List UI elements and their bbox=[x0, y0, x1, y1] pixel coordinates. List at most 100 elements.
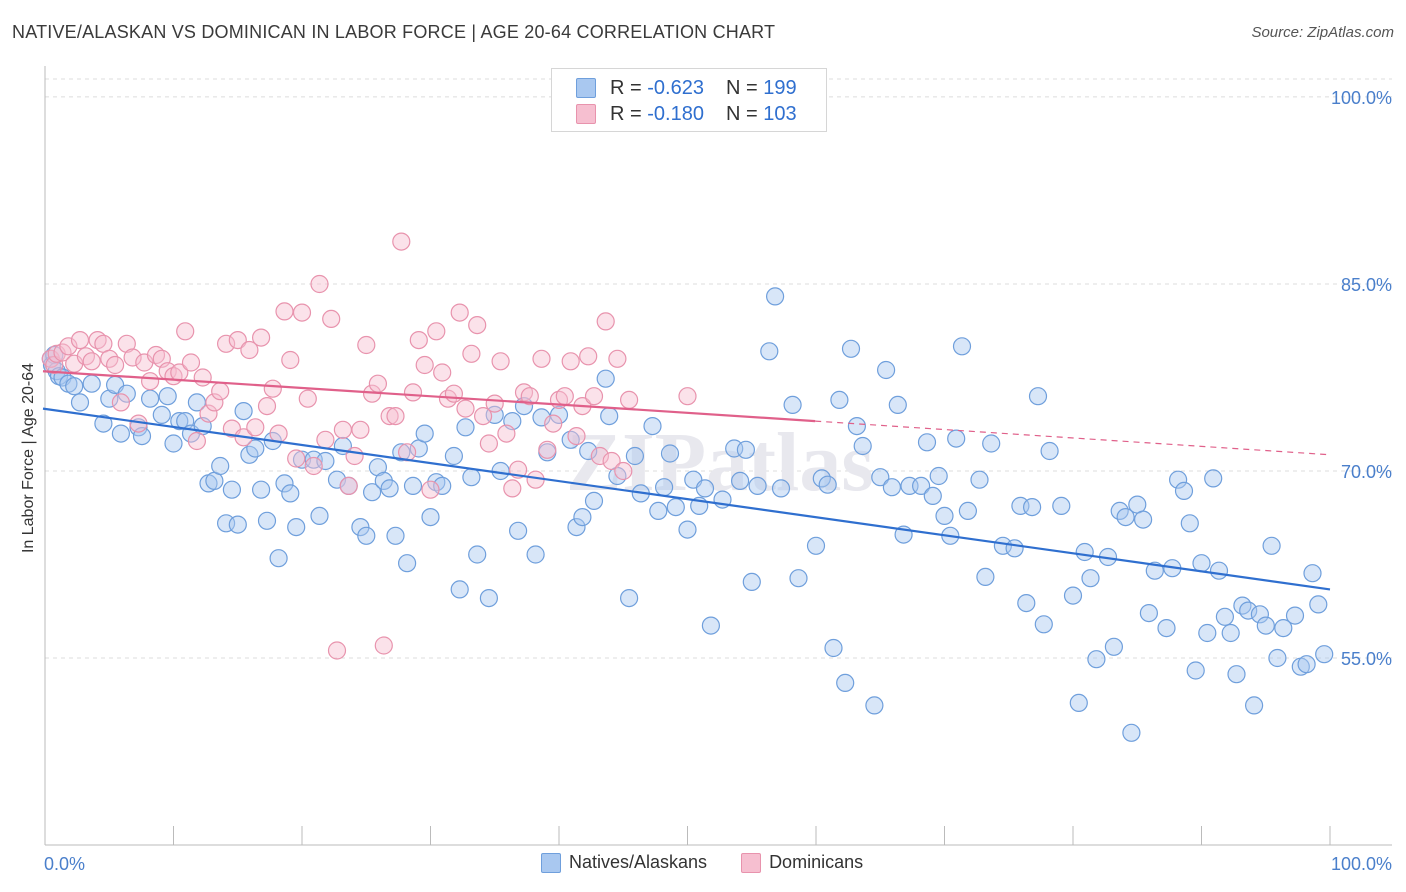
point-dominicans bbox=[322, 309, 341, 328]
trend-dominicans bbox=[42, 370, 816, 423]
point-natives bbox=[1204, 469, 1223, 488]
point-natives bbox=[970, 470, 989, 489]
point-dominicans bbox=[392, 232, 411, 251]
point-natives bbox=[1168, 470, 1188, 489]
point-natives bbox=[625, 446, 645, 466]
point-natives bbox=[1174, 481, 1194, 500]
point-dominicans bbox=[211, 382, 230, 401]
point-dominicans bbox=[181, 353, 201, 372]
point-natives bbox=[935, 506, 954, 526]
trend-lines bbox=[42, 370, 1331, 591]
point-natives bbox=[876, 360, 896, 380]
point-dominicans bbox=[468, 316, 487, 335]
point-natives bbox=[923, 486, 942, 505]
source-label: Source: ZipAtlas.com bbox=[1251, 24, 1394, 41]
point-dominicans bbox=[257, 397, 277, 416]
point-natives bbox=[386, 526, 405, 545]
point-dominicans bbox=[105, 355, 125, 375]
point-dominicans bbox=[485, 394, 504, 413]
point-natives bbox=[1239, 601, 1258, 620]
point-natives bbox=[1133, 510, 1153, 529]
point-dominicans bbox=[281, 350, 300, 370]
point-dominicans bbox=[240, 340, 259, 360]
point-dominicans bbox=[304, 456, 323, 476]
chart-title: NATIVE/ALASKAN VS DOMINICAN IN LABOR FOR… bbox=[12, 22, 776, 42]
point-natives bbox=[252, 480, 271, 499]
point-natives bbox=[1116, 507, 1135, 527]
legend-row-natives: R = -0.623 N = 199 bbox=[576, 76, 797, 100]
point-natives bbox=[847, 417, 867, 436]
point-dominicans bbox=[111, 393, 131, 412]
point-dominicans bbox=[462, 344, 481, 363]
legend-row-dominicans: R = -0.180 N = 103 bbox=[576, 102, 797, 126]
x-tick-label: 100.0% bbox=[1331, 854, 1392, 874]
point-natives bbox=[1244, 696, 1264, 715]
point-dominicans bbox=[339, 476, 358, 495]
point-dominicans bbox=[193, 368, 212, 387]
point-natives bbox=[567, 517, 586, 537]
point-dominicans bbox=[532, 349, 551, 368]
y-tick-label: 85.0% bbox=[1341, 275, 1392, 295]
point-natives bbox=[871, 468, 890, 487]
point-natives bbox=[1069, 693, 1088, 713]
point-natives bbox=[1081, 569, 1100, 588]
point-natives bbox=[526, 545, 545, 564]
point-natives bbox=[760, 342, 779, 361]
point-natives bbox=[479, 588, 498, 608]
point-natives bbox=[1268, 648, 1287, 668]
point-natives bbox=[1309, 595, 1328, 614]
series-legend-dominicans: Dominicans bbox=[741, 852, 863, 873]
legend-n-label: N = bbox=[725, 102, 758, 125]
point-natives bbox=[403, 476, 423, 495]
point-dominicans bbox=[374, 636, 393, 655]
point-dominicans bbox=[217, 334, 236, 353]
point-natives bbox=[65, 377, 84, 396]
point-dominicans bbox=[205, 393, 224, 412]
point-dominicans bbox=[59, 337, 78, 356]
point-dominicans bbox=[123, 348, 142, 367]
point-natives bbox=[982, 434, 1001, 453]
data-points bbox=[41, 232, 1334, 742]
point-dominicans bbox=[497, 424, 516, 443]
point-natives bbox=[1227, 665, 1246, 684]
watermark: ZIPatlas bbox=[566, 416, 874, 509]
point-natives bbox=[830, 390, 849, 409]
point-natives bbox=[1157, 618, 1176, 638]
point-dominicans bbox=[596, 312, 615, 331]
point-dominicans bbox=[579, 347, 598, 366]
point-natives bbox=[310, 506, 329, 526]
point-natives bbox=[450, 580, 469, 599]
point-dominicans bbox=[275, 302, 294, 321]
point-dominicans bbox=[228, 331, 247, 350]
point-dominicans bbox=[199, 404, 218, 423]
point-natives bbox=[619, 588, 639, 608]
point-dominicans bbox=[292, 303, 312, 322]
point-natives bbox=[368, 458, 387, 477]
point-natives bbox=[600, 407, 619, 426]
point-natives bbox=[228, 515, 247, 534]
point-natives bbox=[269, 549, 288, 568]
trend-dominicans-extension bbox=[815, 420, 1331, 456]
point-natives bbox=[82, 374, 101, 393]
point-dominicans bbox=[327, 641, 347, 660]
point-natives bbox=[584, 491, 604, 510]
point-dominicans bbox=[76, 347, 96, 366]
point-natives bbox=[701, 616, 721, 635]
point-dominicans bbox=[590, 446, 610, 466]
point-natives bbox=[70, 393, 90, 412]
point-dominicans bbox=[567, 427, 586, 446]
point-natives bbox=[1285, 606, 1305, 625]
point-dominicans bbox=[269, 424, 288, 443]
point-natives bbox=[911, 476, 931, 495]
point-dominicans bbox=[584, 387, 604, 406]
point-dominicans bbox=[450, 303, 469, 322]
point-natives bbox=[1233, 596, 1252, 615]
point-natives bbox=[257, 511, 277, 530]
point-dominicans bbox=[561, 352, 580, 371]
point-natives bbox=[456, 418, 475, 437]
point-dominicans bbox=[316, 430, 335, 449]
series-swatch-natives bbox=[541, 852, 561, 873]
point-natives bbox=[1303, 564, 1322, 583]
point-dominicans bbox=[45, 355, 64, 375]
axes bbox=[44, 66, 1392, 846]
